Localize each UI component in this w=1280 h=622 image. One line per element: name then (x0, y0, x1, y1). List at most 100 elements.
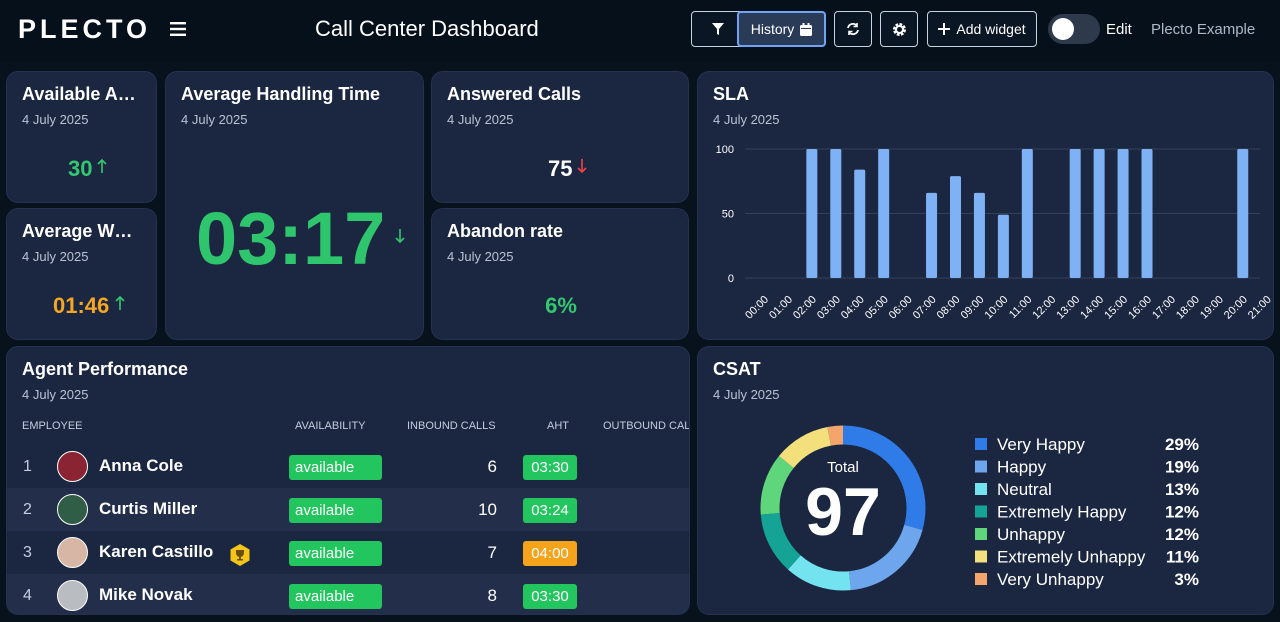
avatar (57, 494, 88, 525)
widget-title: Abandon rate (447, 221, 564, 241)
column-header: INBOUND CALLS (407, 420, 496, 432)
widget-date: 4 July 2025 (713, 112, 780, 127)
kpi-value: 75 (548, 156, 573, 181)
bar (1093, 149, 1105, 278)
legend-label: Very Happy (997, 435, 1085, 454)
dashboard-title: Call Center Dashboard (315, 16, 539, 41)
column-header: AHT (547, 420, 569, 432)
kpi-value: 30 (68, 156, 93, 181)
widget-title: Answered Calls (447, 84, 582, 104)
trend-up (115, 295, 125, 310)
menu-icon[interactable] (170, 22, 186, 36)
add-widget-button[interactable]: Add widget (927, 11, 1037, 47)
x-tick-label: 03:00 (815, 294, 843, 322)
legend-swatch (975, 505, 987, 518)
legend-swatch (975, 550, 987, 563)
widget-title: Agent Performance (22, 359, 189, 379)
widget-date: 4 July 2025 (713, 387, 780, 402)
table-row: 1 Anna Cole available 6 03:30 (7, 445, 689, 488)
rank: 3 (23, 544, 32, 561)
donut-segment (842, 425, 926, 530)
legend-swatch (975, 483, 987, 495)
x-tick-label: 11:00 (1007, 294, 1034, 321)
refresh-button[interactable] (834, 11, 872, 47)
bar (1237, 149, 1249, 278)
csat-chart: Very Happy 29% Happy 19% Neutral 13% Extremely… (760, 425, 1199, 591)
x-tick-label: 16:00 (1126, 294, 1154, 322)
edit-toggle[interactable] (1048, 14, 1100, 44)
employee-name: Mike Novak (99, 585, 193, 604)
employee-name: Anna Cole (99, 456, 184, 475)
bar (830, 149, 842, 278)
history-label: History (750, 21, 795, 37)
donut-segment (760, 512, 801, 570)
legend-label: Unhappy (997, 525, 1066, 544)
average-wait-widget: Average W… 4 July 2025 01:46 (6, 208, 157, 340)
availability-pill: available (289, 541, 382, 566)
trend-up (97, 158, 107, 173)
donut-center-label: Total (827, 459, 859, 476)
x-tick-label: 10:00 (983, 294, 1011, 322)
agent-performance-widget: Agent Performance 4 July 2025 EMPLOYEE AV… (6, 346, 690, 615)
bar (1117, 149, 1129, 278)
legend-value: 11% (1166, 548, 1199, 567)
inbound-calls: 10 (478, 500, 497, 519)
average-handling-time-widget: Average Handling Time 4 July 2025 03:17 (165, 71, 424, 340)
history-button[interactable]: History (737, 11, 826, 47)
trend-down (577, 159, 587, 174)
legend-label: Neutral (997, 480, 1052, 499)
legend-label: Very Unhappy (997, 570, 1104, 589)
x-tick-label: 08:00 (935, 294, 963, 322)
x-tick-label: 12:00 (1030, 294, 1058, 322)
y-tick-label: 50 (722, 209, 734, 221)
legend-value: 3% (1174, 570, 1199, 589)
inbound-calls: 6 (487, 457, 497, 476)
csat-widget: CSAT 4 July 2025 Very Happy 29% Happy 19% Ne… (697, 346, 1274, 615)
widget-title: SLA (713, 84, 749, 104)
aht-pill: 04:00 (523, 541, 577, 566)
aht-pill: 03:30 (523, 455, 577, 480)
edit-label: Edit (1106, 21, 1132, 38)
trophy-badge (230, 544, 250, 566)
legend-value: 29% (1165, 435, 1199, 454)
widget-date: 4 July 2025 (447, 249, 514, 264)
filter-button[interactable] (691, 11, 745, 47)
donut-segment (787, 555, 851, 591)
x-tick-label: 21:00 (1246, 294, 1274, 322)
legend-swatch (975, 460, 987, 473)
top-bar: PLECTO Call Center Dashboard History Add… (0, 0, 1280, 62)
settings-button[interactable] (880, 11, 918, 47)
legend-value: 19% (1165, 458, 1199, 477)
kpi-value: 6% (545, 293, 577, 318)
widget-date: 4 July 2025 (22, 249, 89, 264)
bar (1021, 149, 1033, 278)
y-tick-label: 0 (728, 273, 734, 285)
logo[interactable]: PLECTO (18, 14, 152, 44)
legend-swatch (975, 438, 987, 450)
bar (806, 149, 818, 278)
legend-label: Happy (997, 458, 1047, 477)
bar (997, 214, 1009, 278)
account-name[interactable]: Plecto Example (1151, 21, 1256, 38)
availability-pill: available (289, 455, 382, 480)
x-tick-label: 14:00 (1078, 294, 1106, 322)
employee-name: Curtis Miller (99, 499, 198, 518)
legend-value: 12% (1165, 503, 1199, 522)
column-header: OUTBOUND CALLS (603, 420, 690, 432)
donut-segment (848, 524, 923, 591)
avatar (57, 537, 88, 568)
x-tick-label: 01:00 (767, 294, 795, 322)
rank: 2 (23, 501, 32, 518)
x-tick-label: 18:00 (1174, 294, 1202, 322)
x-tick-label: 00:00 (743, 294, 771, 322)
x-tick-label: 04:00 (839, 294, 867, 322)
trend-down (395, 229, 405, 244)
available-agents-widget: Available A… 4 July 2025 30 (6, 71, 157, 203)
agent-table: EMPLOYEE AVAILABILITY INBOUND CALLS AHT OUTB… (7, 347, 690, 614)
x-tick-label: 07:00 (911, 294, 939, 322)
table-row: 2 Curtis Miller available 10 03:24 (7, 488, 689, 531)
widget-date: 4 July 2025 (22, 112, 89, 127)
aht-pill: 03:24 (523, 498, 577, 523)
widget-date: 4 July 2025 (181, 112, 248, 127)
